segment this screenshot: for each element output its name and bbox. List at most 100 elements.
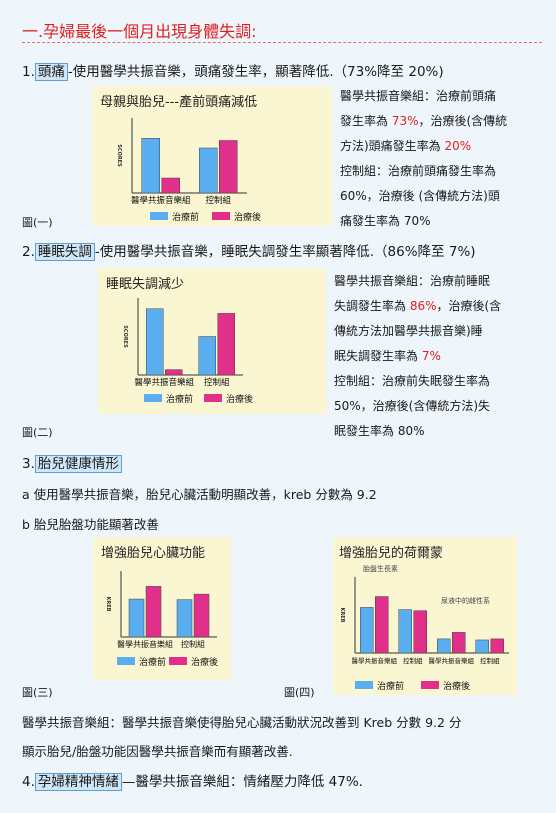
chart-2-description: 醫學共振音樂組：治療前睡眠 失調發生率為 86%，治療後(含 傳統方法加醫學共振音樂…	[334, 269, 501, 444]
chart-1-description-line: 60%，治療後 (含傳統方法)頭	[340, 184, 507, 209]
figure-1-label: 圖(一)	[22, 216, 53, 229]
chart-2-description-text: 眠發生率為 80%	[334, 424, 425, 438]
chart-2-description-line: 控制組：治療前失眠發生率為	[334, 369, 501, 394]
bar-after	[145, 586, 162, 638]
section-3-heading: 3. 胎兒健康情形	[22, 452, 122, 473]
figure-4-label: 圖(四)	[284, 686, 315, 699]
category-label: 醫學共振音樂組	[352, 656, 398, 665]
section-2-heading: 2. 睡眠失調 -使用醫學共振音樂，睡眠失調發生率顯著降低.（86%降至 7%)	[22, 240, 476, 261]
legend-swatch-before	[355, 681, 373, 689]
summary-line-1: 醫學共振音樂組：醫學共振音樂使得胎兒心臟活動狀況改善到 Kreb 分數 9.2 …	[22, 715, 462, 730]
section-4-keyword: 孕婦精神情緒	[34, 773, 122, 791]
chart-2-description-line: 傳統方法加醫學共振音樂)睡	[334, 319, 501, 344]
legend-label-before: 治療前	[172, 211, 199, 223]
title-divider	[22, 42, 542, 43]
chart-2-description-text: 失調發生率為	[334, 299, 410, 313]
legend-swatch-after	[169, 657, 187, 665]
bar-before	[146, 308, 164, 376]
legend-swatch-before	[144, 394, 162, 402]
chart-1-description-text: 發生率為	[340, 114, 392, 128]
chart-2-description-text: 醫學共振音樂組：治療前睡眠	[334, 274, 491, 288]
chart-1-description-highlight: 20%	[444, 139, 472, 153]
legend-label-before: 治療前	[377, 680, 404, 692]
chart-1-box: 母親與胎兒---產前頭痛減低 SCORES 醫學共振音樂組 控制組 治療前 治療後	[92, 86, 332, 226]
chart-1-description-highlight: 73%	[391, 114, 419, 128]
line-b: b 胎兒胎盤功能顯著改善	[22, 517, 159, 532]
y-axis-label: KREB	[105, 597, 111, 612]
category-label: 醫學共振音樂組	[117, 639, 173, 649]
bar-before	[475, 639, 489, 654]
legend-swatch-after	[204, 394, 222, 402]
bar-after	[452, 632, 466, 654]
bar-after	[193, 593, 210, 638]
section-1-number: 1.	[22, 64, 35, 80]
category-label: 控制組	[403, 656, 423, 665]
chart-1-description-text: 60%，治療後 (含傳統方法)頭	[340, 189, 500, 203]
bar-before	[176, 599, 193, 638]
legend-label-after: 治療後	[443, 680, 470, 692]
legend-swatch-after	[421, 681, 439, 689]
bar-after	[165, 369, 183, 376]
chart-4-subtitle-2: 尿液中的雌性系	[441, 596, 490, 605]
category-label: 控制組	[205, 195, 231, 206]
bar-after	[161, 177, 180, 194]
section-4-number: 4.	[22, 774, 35, 790]
category-label: 醫學共振音樂組	[131, 195, 191, 206]
legend-label-after: 治療後	[191, 656, 218, 668]
bar-before	[199, 147, 218, 194]
legend-label-before: 治療前	[166, 393, 193, 405]
legend-swatch-after	[212, 212, 230, 220]
chart-3-title: 增強胎兒心臟功能	[101, 546, 206, 561]
chart-4-title: 增強胎兒的荷爾蒙	[339, 546, 444, 561]
chart-2-box: 睡眠失調減少 SCORES 醫學共振音樂組 控制組 治療前 治療後	[98, 268, 326, 414]
page-title: 一.孕婦最後一個月出現身體失調:	[22, 22, 257, 41]
chart-2-description-line: 眠發生率為 80%	[334, 419, 501, 444]
chart-2-description-text: 眠失調發生率為	[334, 349, 422, 363]
chart-2-description-highlight: 7%	[421, 349, 441, 363]
y-axis-label: SCORES	[116, 144, 122, 167]
figure-3-label: 圖(三)	[22, 686, 53, 699]
category-label: 控制組	[204, 377, 230, 388]
chart-2-description-highlight: 86%	[409, 299, 437, 313]
chart-1-title: 母親與胎兒---產前頭痛減低	[100, 95, 258, 110]
chart-2-description-text: 傳統方法加醫學共振音樂)睡	[334, 324, 483, 338]
legend-swatch-before	[150, 212, 168, 220]
section-1-heading: 1. 頭痛 -使用醫學共振音樂，頭痛發生率，顯著降低.（73%降至 20%)	[22, 60, 444, 81]
legend-swatch-before	[117, 657, 135, 665]
bar-before	[141, 138, 160, 194]
section-1-keyword: 頭痛	[34, 63, 68, 81]
chart-1-description-line: 醫學共振音樂組：治療前頭痛	[340, 84, 507, 109]
chart-2-description-line: 50%，治療後(含傳統方法)失	[334, 394, 501, 419]
y-axis-label: SCORES	[122, 325, 128, 348]
chart-1-description-line: 發生率為 73%，治療後(含傳統	[340, 109, 507, 134]
chart-2-description-line: 眠失調發生率為 7%	[334, 344, 501, 369]
category-label: 控制組	[480, 656, 500, 665]
category-label: 醫學共振音樂組	[429, 656, 475, 665]
summary-line-2: 顯示胎兒/胎盤功能因醫學共振音樂而有顯著改善.	[22, 744, 293, 759]
chart-4-box: 增強胎兒的荷爾蒙 KREB 治療前 治療後 醫學共振音樂組 控制組 醫學共振音樂組 控制組胎…	[333, 537, 517, 695]
bar-before	[398, 609, 412, 654]
bar-after	[413, 610, 427, 654]
bar-before	[437, 638, 451, 654]
category-label: 醫學共振音樂組	[134, 377, 194, 388]
section-2-keyword: 睡眠失調	[34, 243, 95, 261]
section-2-number: 2.	[22, 244, 35, 260]
section-3-keyword: 胎兒健康情形	[34, 455, 122, 473]
chart-1-description-line: 痛發生率為 70%	[340, 209, 507, 234]
category-label: 控制組	[181, 639, 205, 649]
legend-label-before: 治療前	[139, 656, 166, 668]
bar-after	[490, 638, 504, 654]
section-3-number: 3.	[22, 456, 35, 472]
chart-1-description-text: ，治療後(含傳統	[418, 114, 508, 128]
bar-after	[219, 140, 238, 194]
bar-after	[217, 313, 235, 376]
chart-2-description-text: 50%，治療後(含傳統方法)失	[334, 399, 491, 413]
chart-4-subtitle-1: 胎盤生長素	[363, 564, 398, 573]
chart-1-description-text: 控制組：治療前頭痛發生率為	[340, 164, 497, 178]
chart-1-description-text: 醫學共振音樂組：治療前頭痛	[340, 89, 497, 103]
bar-before	[360, 607, 374, 654]
